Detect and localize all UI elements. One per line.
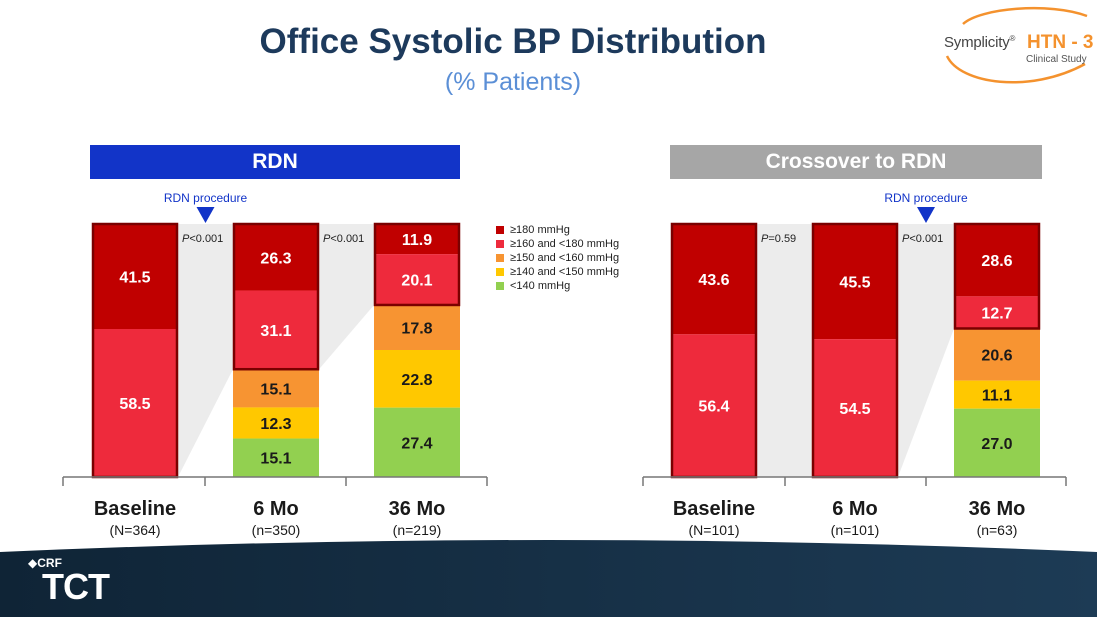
- category-label: Baseline: [94, 498, 176, 520]
- legend-swatch: [496, 240, 504, 248]
- legend-swatch: [496, 268, 504, 276]
- data-label: 15.1: [260, 381, 291, 398]
- p-value: P<0.001: [902, 233, 943, 245]
- bar-connector: [178, 224, 233, 477]
- legend-item: ≥140 and <150 mmHg: [496, 265, 619, 279]
- bar-segment: [954, 408, 1040, 477]
- annotation-arrow: [917, 207, 935, 223]
- legend-label: ≥150 and <160 mmHg: [510, 252, 620, 264]
- data-label: 28.6: [981, 253, 1012, 270]
- data-label: 11.1: [982, 388, 1012, 405]
- bar-segment: [374, 254, 460, 305]
- p-value: P=0.59: [761, 233, 796, 245]
- bar-outline: [232, 222, 320, 371]
- data-label: 27.4: [401, 435, 432, 452]
- n-label: (N=364): [110, 522, 161, 538]
- legend-label: ≥160 and <180 mmHg: [510, 238, 620, 250]
- crf-logo: ◆CRF: [28, 556, 62, 570]
- data-label: 31.1: [260, 323, 291, 340]
- p-value: P<0.001: [182, 233, 223, 245]
- panel-header-rdn: RDN: [90, 145, 460, 179]
- data-label: 41.5: [119, 269, 150, 286]
- panel-header-crossover: Crossover to RDN: [670, 145, 1042, 179]
- data-label: 17.8: [401, 320, 432, 337]
- page-title: Office Systolic BP Distribution: [259, 22, 767, 61]
- data-label: 43.6: [698, 272, 729, 289]
- logo-brand: Symplicity®: [944, 34, 1016, 51]
- data-label: 12.3: [260, 416, 291, 433]
- legend-item: <140 mmHg: [496, 279, 619, 293]
- annotation-label: RDN procedure: [884, 191, 968, 205]
- bar-segment: [233, 369, 319, 408]
- bar-segment: [374, 224, 460, 255]
- legend-label: <140 mmHg: [510, 280, 571, 292]
- bar-segment: [233, 407, 319, 439]
- data-label: 20.1: [401, 273, 432, 290]
- legend-item: ≥180 mmHg: [496, 223, 619, 237]
- bar-segment: [954, 224, 1040, 297]
- bar-segment: [812, 224, 898, 340]
- data-label: 22.8: [401, 372, 432, 389]
- logo-swoosh: [945, 6, 1088, 84]
- tct-logo: TCT: [42, 566, 110, 607]
- legend-swatch: [496, 282, 504, 290]
- data-label: 15.1: [260, 451, 291, 468]
- bar-segment: [954, 380, 1040, 409]
- bar-segment: [92, 224, 178, 329]
- category-label: Baseline: [673, 498, 755, 520]
- bar-outline: [953, 222, 1041, 330]
- bar-connector: [898, 224, 954, 477]
- bar-segment: [374, 407, 460, 477]
- bar-segment: [954, 296, 1040, 329]
- bar-segment: [812, 339, 898, 477]
- bar-segment: [92, 328, 178, 477]
- bar-outline: [373, 222, 461, 307]
- bar-segment: [233, 224, 319, 291]
- annotation-arrow: [196, 207, 215, 223]
- bar-connector: [757, 224, 812, 477]
- bar-segment: [671, 334, 757, 477]
- footer-band: [0, 540, 1097, 617]
- bar-segment: [671, 224, 757, 335]
- logo-tagline: Clinical Study: [1026, 54, 1087, 65]
- annotation-label: RDN procedure: [164, 191, 248, 205]
- n-label: (n=219): [393, 522, 442, 538]
- bar-segment: [233, 290, 319, 370]
- data-label: 11.9: [402, 232, 432, 249]
- legend-swatch: [496, 254, 504, 262]
- bar-connector: [319, 224, 374, 370]
- data-label: 20.6: [981, 348, 1012, 365]
- legend-label: ≥180 mmHg: [510, 224, 570, 236]
- data-label: 26.3: [260, 250, 291, 267]
- logo-study: HTN - 3: [1027, 32, 1094, 53]
- legend-item: ≥150 and <160 mmHg: [496, 251, 619, 265]
- category-label: 6 Mo: [832, 498, 878, 520]
- n-label: (n=101): [831, 522, 880, 538]
- legend-item: ≥160 and <180 mmHg: [496, 237, 619, 251]
- data-label: 27.0: [981, 436, 1012, 453]
- n-label: (n=63): [977, 522, 1018, 538]
- category-label: 36 Mo: [389, 498, 446, 520]
- bar-segment: [233, 438, 319, 477]
- bar-segment: [954, 328, 1040, 381]
- p-value: P<0.001: [323, 233, 364, 245]
- page-subtitle: (% Patients): [444, 68, 582, 96]
- legend-label: ≥140 and <150 mmHg: [510, 266, 620, 278]
- category-label: 6 Mo: [253, 498, 299, 520]
- data-label: 54.5: [839, 401, 870, 418]
- n-label: (n=350): [252, 522, 301, 538]
- data-label: 12.7: [981, 305, 1012, 322]
- data-label: 56.4: [698, 399, 729, 416]
- category-label: 36 Mo: [969, 498, 1026, 520]
- data-label: 45.5: [839, 275, 870, 292]
- n-label: (N=101): [689, 522, 740, 538]
- bar-segment: [374, 304, 460, 350]
- legend-swatch: [496, 226, 504, 234]
- data-label: 58.5: [119, 396, 150, 413]
- legend: ≥180 mmHg ≥160 and <180 mmHg ≥150 and <1…: [496, 223, 619, 293]
- bar-segment: [374, 349, 460, 408]
